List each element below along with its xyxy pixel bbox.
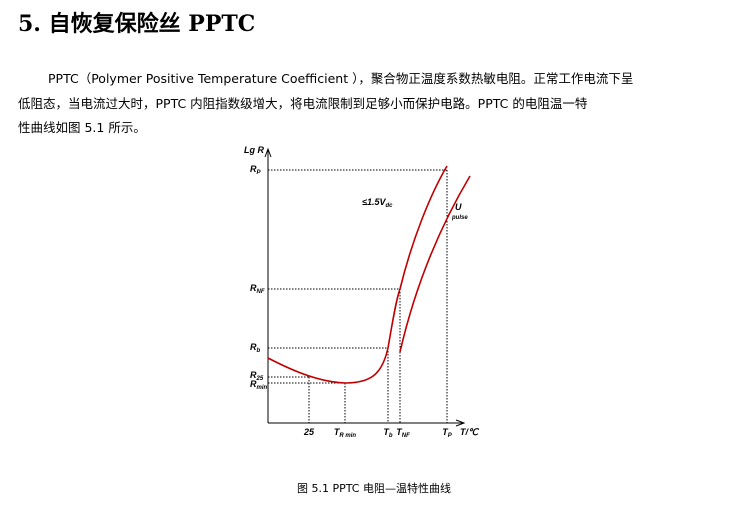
x-axis-label: T/℃: [460, 427, 480, 437]
axis-label: R25: [250, 370, 264, 382]
y-axis-label: Lg R: [244, 145, 264, 155]
label-main: R: [250, 370, 257, 380]
label-sub: min: [257, 385, 268, 391]
label-main: U: [455, 202, 462, 212]
label-sub: P: [257, 170, 262, 176]
axis-label: RNF: [250, 283, 265, 295]
label-main: ≤1.5V: [362, 197, 386, 207]
label-sub: b: [389, 433, 393, 439]
paragraph-line: 低阻态，当电流过大时，PPTC 内阻指数级增大，将电流限制到足够小而保护电路。P…: [18, 96, 588, 111]
paragraph-line: PPTC（Polymer Positive Temperature Coeffi…: [48, 71, 634, 86]
label-sub: 25: [256, 376, 264, 382]
label-main: T: [383, 427, 390, 437]
pulse-curve: [399, 175, 471, 353]
label-sub: NF: [402, 433, 410, 439]
axis-label: TR min: [334, 427, 357, 439]
label-main: 25: [303, 427, 315, 437]
curve: [267, 165, 448, 384]
label-main: R: [250, 342, 257, 352]
axis-label: TP: [442, 427, 453, 439]
axis-label: 25: [303, 427, 315, 437]
label-sub: NF: [257, 289, 265, 295]
axis-label: Tb: [383, 427, 393, 439]
label-sub: pulse: [451, 215, 468, 221]
axis-label: TNF: [396, 427, 410, 439]
heading: 5. 自恢复保险丝 PPTC: [18, 11, 256, 37]
arrow: [264, 147, 272, 158]
axis-label: Rb: [250, 342, 261, 354]
caption: 图 5.1 PPTC 电阻—温特性曲线: [296, 482, 451, 495]
label-sub: b: [257, 348, 261, 354]
label-sub: P: [448, 433, 453, 439]
label-main: R: [250, 283, 257, 293]
label-sub: dc: [385, 203, 393, 209]
guides: [268, 169, 448, 423]
label-main: T: [442, 427, 449, 437]
voltage-label: ≤1.5Vdc: [362, 197, 393, 209]
label-main: T: [396, 427, 403, 437]
label-sub: R min: [339, 433, 356, 439]
axis-label: Rmin: [250, 379, 268, 391]
label-main: R: [250, 379, 257, 389]
paragraph-line: 性曲线如图 5.1 所示。: [18, 120, 146, 135]
label-main: T: [334, 427, 341, 437]
label-main: R: [250, 164, 257, 174]
arrow: [455, 419, 466, 427]
axis-label: RP: [250, 164, 262, 176]
